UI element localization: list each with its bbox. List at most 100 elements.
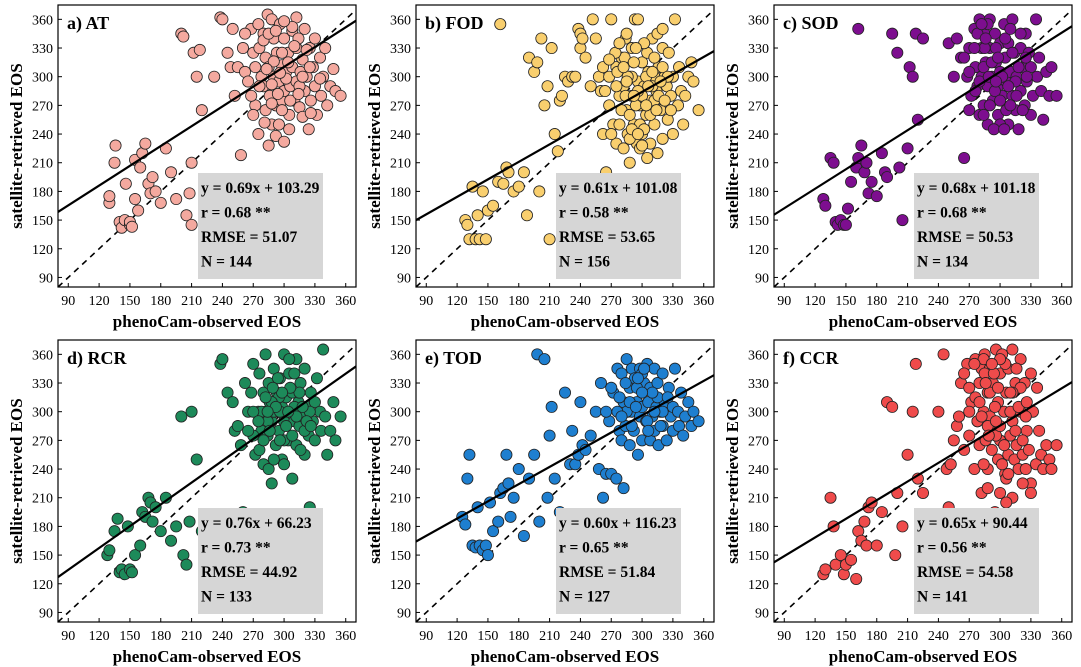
data-point	[555, 89, 568, 102]
stats-line: N = 141	[917, 589, 968, 606]
data-point	[294, 443, 307, 456]
data-point	[247, 108, 260, 121]
data-point	[937, 348, 950, 361]
data-point	[260, 63, 273, 76]
data-point	[605, 128, 618, 141]
stats-line: N = 134	[917, 254, 968, 271]
data-point	[906, 405, 919, 418]
data-point	[893, 161, 906, 174]
stats-line: r = 0.58 **	[559, 205, 629, 222]
data-point	[304, 420, 317, 433]
data-point	[185, 218, 198, 231]
data-point	[617, 482, 630, 495]
data-point	[327, 396, 340, 409]
data-point	[1014, 27, 1027, 40]
data-point	[109, 139, 122, 152]
data-point	[646, 386, 659, 399]
data-point	[1033, 51, 1046, 64]
data-point	[149, 185, 162, 198]
y-tick-label: 150	[32, 549, 53, 564]
y-tick-label: 120	[32, 578, 53, 593]
x-tick-label: 360	[693, 294, 714, 309]
data-point	[629, 400, 642, 413]
y-tick-label: 300	[748, 406, 769, 421]
x-axis-label: phenoCam-observed EOS	[471, 312, 659, 331]
data-point	[839, 218, 852, 231]
y-tick-label: 360	[390, 348, 411, 363]
data-point	[154, 525, 167, 538]
data-point	[543, 233, 556, 246]
stats-line: RMSE = 51.84	[559, 564, 655, 581]
data-point	[284, 94, 297, 107]
y-axis-label: satellite-retrieved EOS	[723, 63, 742, 228]
x-tick-label: 330	[662, 294, 683, 309]
data-point	[175, 410, 188, 423]
data-point	[994, 486, 1007, 499]
data-point	[103, 190, 116, 203]
data-point	[134, 539, 147, 552]
data-point	[185, 405, 198, 418]
data-point	[579, 51, 592, 64]
data-point	[947, 70, 960, 83]
panel-title: d) RCR	[67, 348, 128, 369]
stats-line: r = 0.65 **	[559, 540, 629, 557]
data-point	[259, 348, 272, 361]
x-tick-label: 360	[1051, 629, 1072, 644]
data-point	[185, 156, 198, 169]
data-point	[288, 367, 301, 380]
data-point	[641, 151, 654, 164]
stats-line: r = 0.68 **	[201, 205, 271, 222]
data-point	[111, 512, 124, 525]
data-point	[896, 520, 909, 533]
data-point	[471, 209, 484, 222]
data-point	[132, 204, 145, 217]
data-point	[648, 51, 661, 64]
data-point	[236, 42, 249, 55]
data-point	[682, 396, 695, 409]
data-point	[566, 424, 579, 437]
stats-line: N = 127	[559, 589, 610, 606]
panel-title: a) AT	[67, 13, 109, 34]
data-point	[610, 80, 623, 93]
data-point	[692, 104, 705, 117]
data-point	[538, 99, 551, 112]
data-point	[559, 386, 572, 399]
y-tick-label: 210	[390, 157, 411, 172]
x-tick-label: 270	[243, 629, 264, 644]
x-tick-label: 150	[477, 294, 498, 309]
x-tick-label: 300	[632, 629, 653, 644]
data-point	[1037, 113, 1050, 126]
data-point	[629, 42, 642, 55]
data-point	[125, 220, 138, 233]
data-point	[855, 139, 868, 152]
data-point	[950, 32, 963, 45]
stats-line: N = 144	[201, 254, 252, 271]
data-point	[283, 123, 296, 136]
data-point	[461, 218, 474, 231]
data-point	[631, 128, 644, 141]
y-tick-label: 240	[748, 128, 769, 143]
data-point	[541, 80, 554, 93]
x-tick-label: 120	[447, 629, 468, 644]
data-point	[517, 529, 530, 542]
data-point	[668, 362, 681, 375]
x-tick-label: 240	[570, 294, 591, 309]
y-tick-label: 330	[748, 377, 769, 392]
data-point	[304, 107, 317, 120]
x-tick-label: 210	[181, 294, 202, 309]
data-point	[139, 137, 152, 150]
x-tick-label: 90	[61, 629, 75, 644]
data-point	[875, 506, 888, 519]
data-point	[190, 453, 203, 466]
y-tick-label: 120	[32, 243, 53, 258]
data-point	[242, 424, 255, 437]
x-tick-label: 150	[119, 629, 140, 644]
plot-area	[774, 9, 1072, 287]
data-point	[886, 400, 899, 413]
y-tick-label: 330	[32, 377, 53, 392]
data-point	[461, 472, 474, 485]
data-point	[528, 448, 541, 461]
data-point	[988, 27, 1001, 40]
data-point	[994, 94, 1007, 107]
data-point	[533, 515, 546, 528]
